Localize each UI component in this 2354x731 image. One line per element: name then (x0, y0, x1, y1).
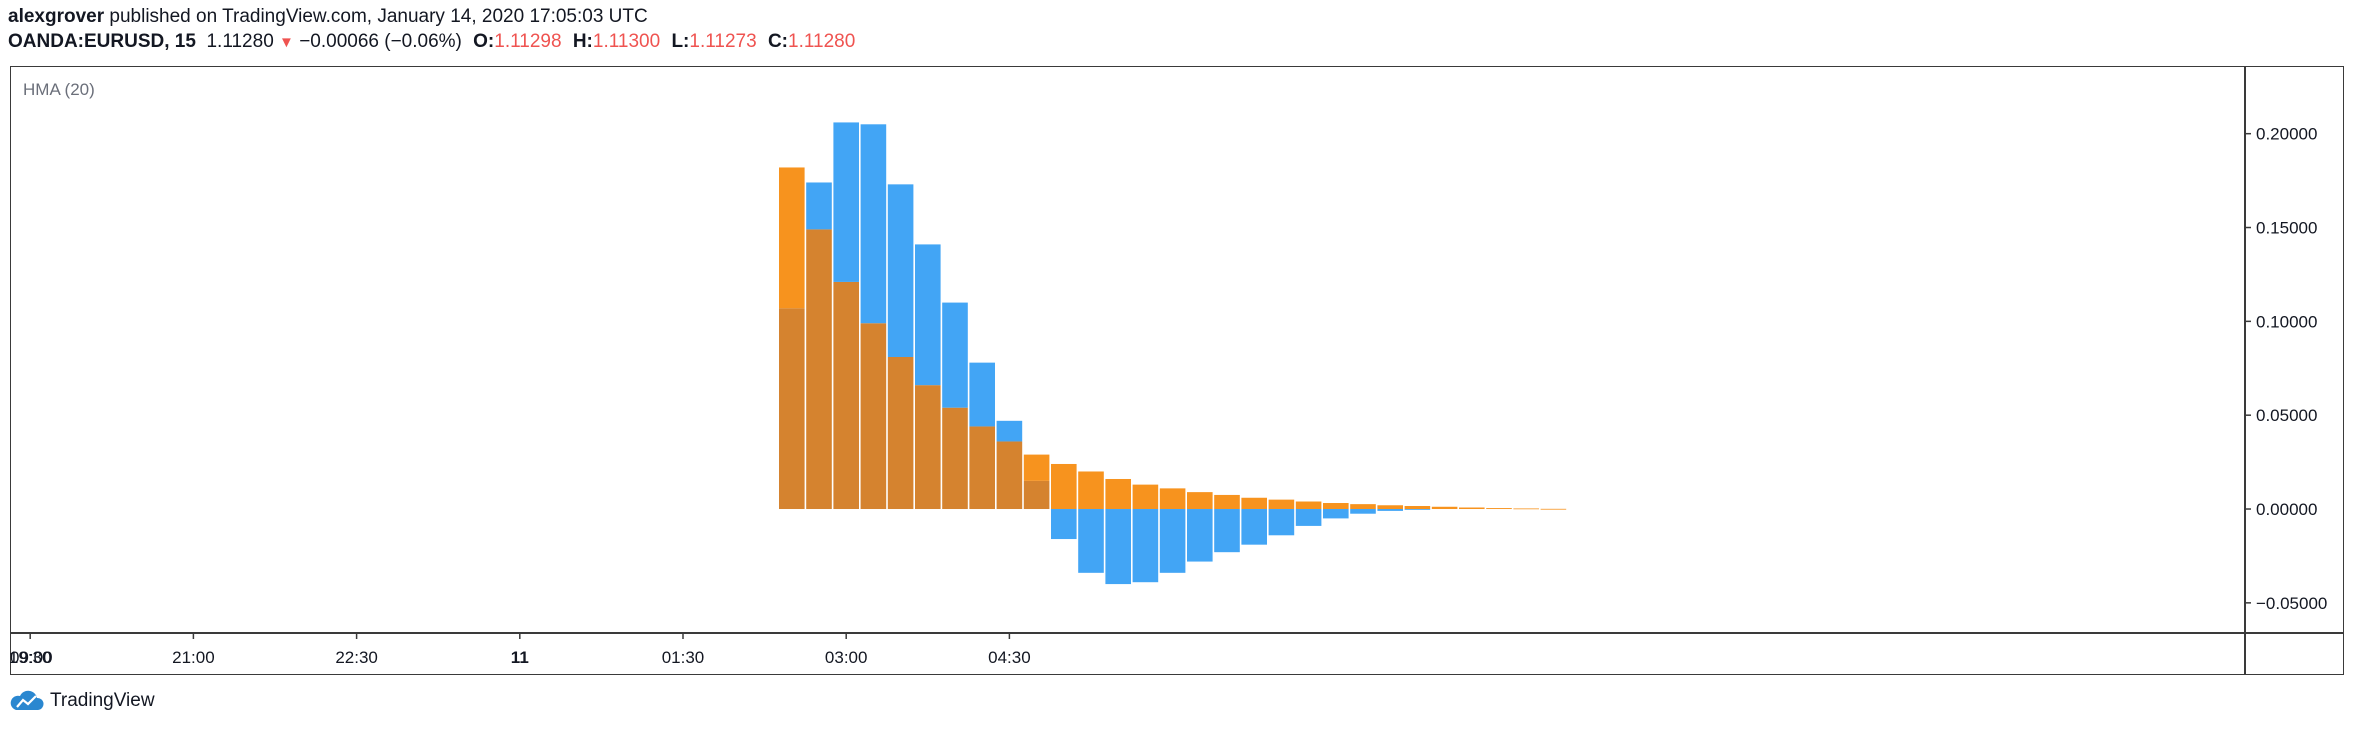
indicator-label: HMA (20) (23, 80, 95, 99)
y-tick-label: 0.10000 (2256, 312, 2317, 331)
close-value: 1.11280 (788, 31, 856, 52)
open-value: 1.11298 (494, 31, 562, 52)
x-tick-label: 19:30 (9, 648, 52, 667)
bar-overlap (860, 323, 887, 510)
published-text: published on TradingView.com, January 14… (109, 6, 648, 27)
y-tick-label: 0.05000 (2256, 406, 2317, 425)
bar-blue (1404, 509, 1431, 510)
publish-info: alexgrover published on TradingView.com,… (8, 6, 648, 28)
low-label: L: (671, 31, 690, 52)
bar-orange (1513, 508, 1539, 510)
bar-overlap (887, 357, 914, 510)
bar-blue (1268, 509, 1295, 536)
bar-orange (1377, 505, 1403, 510)
brand-name: TradingView (50, 690, 155, 711)
bar-overlap (1023, 480, 1050, 510)
bar-blue (1377, 509, 1403, 511)
y-tick-label: 0.20000 (2256, 125, 2317, 144)
tradingview-logo[interactable]: TradingView (10, 690, 155, 712)
bar-blue (996, 420, 1023, 442)
bar-orange (1540, 508, 1567, 510)
low-value: 1.11273 (689, 31, 757, 52)
bar-orange (1051, 463, 1077, 510)
bar-overlap (996, 441, 1023, 510)
symbol: OANDA:EURUSD, 15 (8, 31, 196, 52)
bar-blue (1051, 509, 1077, 540)
bar-blue (1132, 509, 1159, 583)
symbol-info: OANDA:EURUSD, 15 1.11280 ▼ −0.00066 (−0.… (8, 31, 855, 53)
bar-overlap (833, 281, 859, 510)
bar-orange (1295, 501, 1322, 510)
author-name[interactable]: alexgrover (8, 6, 105, 27)
price-axis: 0.20000 0.15000 0.10000 0.05000 0.00000 −0.05… (2245, 125, 2327, 613)
bar-blue (1241, 509, 1267, 545)
bar-overlap (806, 229, 832, 510)
tradingview-cloud-icon (10, 690, 44, 710)
bar-orange (1023, 454, 1050, 481)
bar-blue (1295, 509, 1322, 526)
x-tick-label: 09:00 (10, 648, 53, 667)
y-tick-label: 0.15000 (2256, 219, 2317, 238)
bar-orange (1268, 499, 1295, 510)
bar-blue (806, 182, 832, 230)
last-price: 1.11280 (206, 31, 274, 52)
bar-blue (969, 362, 995, 427)
bar-blue (1350, 509, 1376, 514)
open-label: O: (473, 31, 495, 52)
y-tick-label: −0.05000 (2256, 594, 2327, 613)
x-tick-label: 04:30 (988, 648, 1031, 667)
time-axis: 09:0010:3012:0013:3015:0016:3018:0019:30… (9, 633, 1031, 667)
bar-blue (887, 184, 914, 358)
bar-overlap (942, 407, 968, 510)
bar-overlap (915, 385, 941, 510)
bar-blue (1105, 509, 1131, 585)
price-change: −0.00066 (−0.06%) (299, 31, 462, 52)
chart-frame (10, 66, 2344, 675)
bar-orange (1404, 506, 1431, 510)
bar-blue (1214, 509, 1240, 553)
bar-blue (1323, 509, 1349, 519)
x-tick-label: 01:30 (662, 648, 705, 667)
bar-orange (1459, 507, 1485, 510)
bar-orange (1241, 497, 1267, 510)
bar-blue (1187, 509, 1213, 562)
x-tick-label: 22:30 (335, 648, 378, 667)
bar-blue (942, 302, 968, 408)
close-label: C: (767, 31, 789, 52)
high-label: H: (572, 31, 593, 52)
bar-blue (860, 124, 887, 324)
bar-orange (1486, 508, 1512, 510)
bar-blue (915, 244, 941, 386)
bar-orange (779, 167, 805, 309)
bar-orange (1214, 494, 1240, 510)
bar-overlap (779, 308, 805, 510)
bar-orange (1323, 503, 1349, 510)
histogram-bars (779, 122, 1567, 585)
bar-orange (1187, 492, 1213, 510)
x-tick-label: 03:00 (825, 648, 868, 667)
time-scale-divider (10, 632, 2344, 634)
bar-orange (1078, 471, 1104, 510)
bar-blue (833, 122, 859, 282)
bar-orange (1159, 488, 1186, 510)
bar-overlap (969, 426, 995, 510)
x-tick-label: 11 (511, 648, 529, 667)
high-value: 1.11300 (592, 31, 661, 52)
price-scale-divider (2244, 66, 2246, 675)
bar-blue (1159, 509, 1186, 573)
y-tick-label: 0.00000 (2256, 500, 2317, 519)
bar-orange (1350, 504, 1376, 510)
bar-blue (1078, 509, 1104, 573)
bar-orange (1431, 506, 1458, 510)
x-tick-label: 21:00 (172, 648, 215, 667)
down-arrow-icon: ▼ (279, 34, 294, 51)
bar-orange (1132, 484, 1159, 510)
bar-orange (1105, 478, 1131, 510)
